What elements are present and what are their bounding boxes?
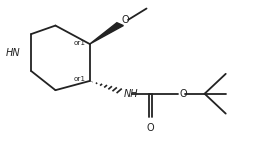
Text: HN: HN — [5, 48, 20, 58]
Text: or1: or1 — [74, 40, 86, 46]
Text: O: O — [147, 123, 154, 133]
Text: or1: or1 — [74, 76, 86, 82]
Text: NH: NH — [124, 89, 138, 99]
Text: O: O — [180, 89, 187, 99]
Polygon shape — [90, 23, 123, 44]
Text: O: O — [121, 15, 129, 25]
